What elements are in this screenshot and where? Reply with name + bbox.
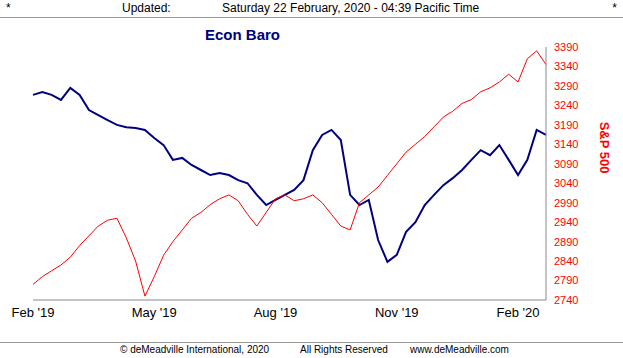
svg-text:3290: 3290 (554, 80, 578, 92)
svg-text:3240: 3240 (554, 99, 578, 111)
svg-text:2990: 2990 (554, 197, 578, 209)
svg-text:3190: 3190 (554, 119, 578, 131)
html-text:Econ Baro: Econ Baro (205, 26, 280, 43)
html-text:© deMeadville International, 2: © deMeadville International, 2020 (120, 344, 270, 355)
svg-text:2790: 2790 (554, 274, 578, 286)
svg-text:3090: 3090 (554, 158, 578, 170)
html-text:Saturday 22 February, 2020 - 0: Saturday 22 February, 2020 - 04:39 Pacif… (222, 1, 480, 15)
svg-text:S&P 500: S&P 500 (597, 122, 612, 174)
svg-text:2740: 2740 (554, 294, 578, 306)
svg-text:3340: 3340 (554, 60, 578, 72)
svg-text:3040: 3040 (554, 177, 578, 189)
svg-text:Nov '19: Nov '19 (375, 305, 419, 320)
svg-text:Aug '19: Aug '19 (254, 305, 298, 320)
svg-text:2840: 2840 (554, 255, 578, 267)
svg-text:May '19: May '19 (132, 305, 177, 320)
svg-text:Feb '20: Feb '20 (497, 305, 540, 320)
svg-text:3140: 3140 (554, 138, 578, 150)
html-text:Updated:: Updated: (122, 1, 171, 15)
svg-text:Feb '19: Feb '19 (12, 305, 55, 320)
html-text:www.deMeadville.com: www.deMeadville.com (410, 344, 509, 355)
html-text:All Rights Reserved: All Rights Reserved (300, 344, 388, 355)
svg-text:2940: 2940 (554, 216, 578, 228)
svg-text:3390: 3390 (554, 41, 578, 53)
svg-text:2890: 2890 (554, 236, 578, 248)
